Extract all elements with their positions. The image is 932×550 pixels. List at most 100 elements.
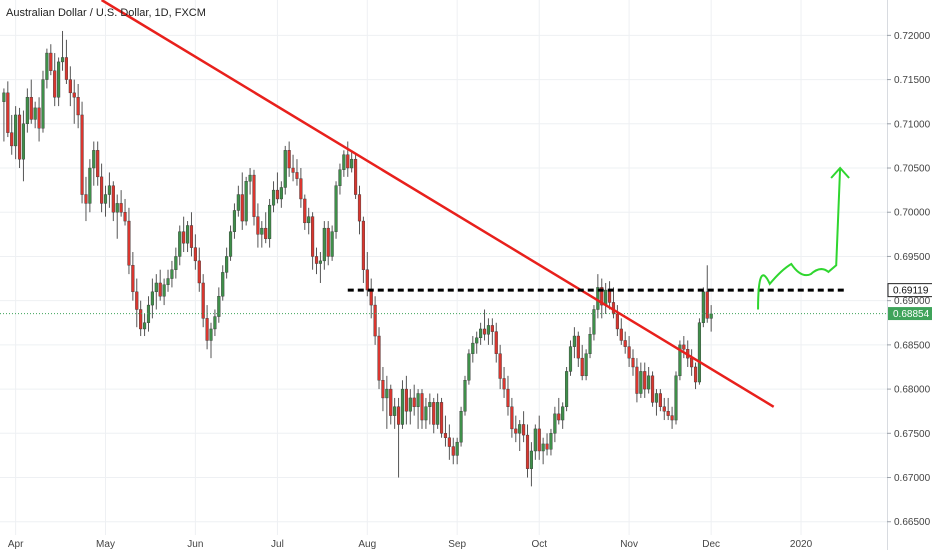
candle[interactable] [447, 424, 451, 460]
candle[interactable] [443, 415, 448, 447]
candle[interactable] [557, 397, 561, 425]
candle[interactable] [467, 349, 471, 385]
candle[interactable] [45, 48, 49, 89]
candle[interactable] [182, 216, 186, 253]
candle[interactable] [57, 57, 61, 107]
candle[interactable] [529, 442, 533, 487]
candle[interactable] [14, 106, 18, 160]
candle[interactable] [580, 344, 584, 381]
candle[interactable] [522, 411, 526, 443]
candle[interactable] [428, 393, 432, 425]
candle[interactable] [201, 274, 205, 328]
candle[interactable] [396, 397, 401, 478]
candle[interactable] [678, 340, 682, 381]
candle[interactable] [178, 225, 182, 266]
candle[interactable] [373, 296, 377, 345]
candle[interactable] [256, 203, 260, 248]
candle[interactable] [459, 406, 463, 447]
candle[interactable] [303, 194, 307, 230]
candle[interactable] [291, 154, 295, 182]
candle[interactable] [295, 159, 299, 186]
candle[interactable] [53, 53, 57, 107]
candle[interactable] [439, 397, 444, 438]
candle[interactable] [232, 203, 237, 239]
candle[interactable] [209, 322, 213, 359]
candle[interactable] [103, 185, 108, 217]
candle[interactable] [463, 375, 467, 416]
candle[interactable] [400, 380, 405, 429]
candle[interactable] [647, 366, 651, 394]
candle[interactable] [565, 366, 569, 412]
candle[interactable] [80, 101, 84, 204]
candle[interactable] [334, 181, 338, 239]
candle[interactable] [64, 39, 68, 85]
candle[interactable] [299, 168, 303, 208]
candle[interactable] [436, 393, 440, 429]
candle[interactable] [268, 198, 272, 248]
candle[interactable] [49, 44, 53, 76]
candle[interactable] [619, 318, 623, 345]
candle[interactable] [377, 327, 381, 390]
candle[interactable] [510, 397, 514, 438]
candle[interactable] [475, 331, 479, 354]
candle[interactable] [623, 331, 627, 354]
candle[interactable] [107, 172, 111, 208]
candle[interactable] [248, 168, 252, 195]
candle[interactable] [228, 225, 233, 261]
candle[interactable] [705, 265, 709, 323]
candle[interactable] [412, 384, 416, 416]
candle[interactable] [119, 190, 123, 217]
candle[interactable] [279, 181, 283, 208]
candle[interactable] [514, 415, 518, 443]
candle[interactable] [244, 176, 248, 226]
candle[interactable] [6, 81, 10, 138]
candle[interactable] [393, 397, 397, 429]
candle[interactable] [545, 433, 549, 456]
candle[interactable] [494, 322, 498, 363]
candle[interactable] [592, 305, 596, 341]
candle[interactable] [338, 163, 342, 195]
candle[interactable] [143, 313, 147, 337]
candle[interactable] [162, 278, 166, 306]
candle[interactable] [271, 181, 276, 213]
candle[interactable] [252, 169, 256, 226]
candle[interactable] [135, 278, 139, 328]
candle[interactable] [189, 212, 194, 257]
candle[interactable] [588, 327, 592, 359]
candle[interactable] [408, 389, 412, 425]
candle[interactable] [123, 198, 127, 226]
candle[interactable] [96, 141, 100, 186]
candle[interactable] [561, 402, 565, 429]
candle[interactable] [525, 424, 530, 478]
candle[interactable] [92, 141, 96, 186]
candle[interactable] [502, 366, 506, 398]
candle[interactable] [615, 305, 619, 337]
candle[interactable] [506, 375, 510, 416]
candle[interactable] [533, 424, 537, 460]
candle[interactable] [654, 389, 659, 416]
candle[interactable] [88, 159, 92, 213]
candle[interactable] [479, 322, 483, 345]
candle[interactable] [471, 336, 475, 363]
candle[interactable] [307, 207, 311, 235]
candle[interactable] [170, 260, 174, 288]
candle[interactable] [236, 185, 240, 217]
candle[interactable] [354, 154, 358, 199]
candle[interactable] [217, 287, 221, 323]
candle[interactable] [643, 362, 647, 398]
candle[interactable] [72, 79, 76, 124]
candle[interactable] [275, 172, 279, 204]
candle[interactable] [2, 88, 6, 142]
candle[interactable] [260, 221, 264, 248]
candle[interactable] [37, 97, 41, 142]
candle[interactable] [627, 336, 631, 367]
candle[interactable] [287, 141, 291, 177]
candle[interactable] [455, 437, 459, 465]
candle[interactable] [697, 318, 702, 385]
candle[interactable] [322, 221, 326, 270]
candle[interactable] [537, 415, 541, 460]
candle[interactable] [240, 172, 244, 230]
candle[interactable] [420, 389, 424, 429]
candle[interactable] [21, 110, 26, 182]
